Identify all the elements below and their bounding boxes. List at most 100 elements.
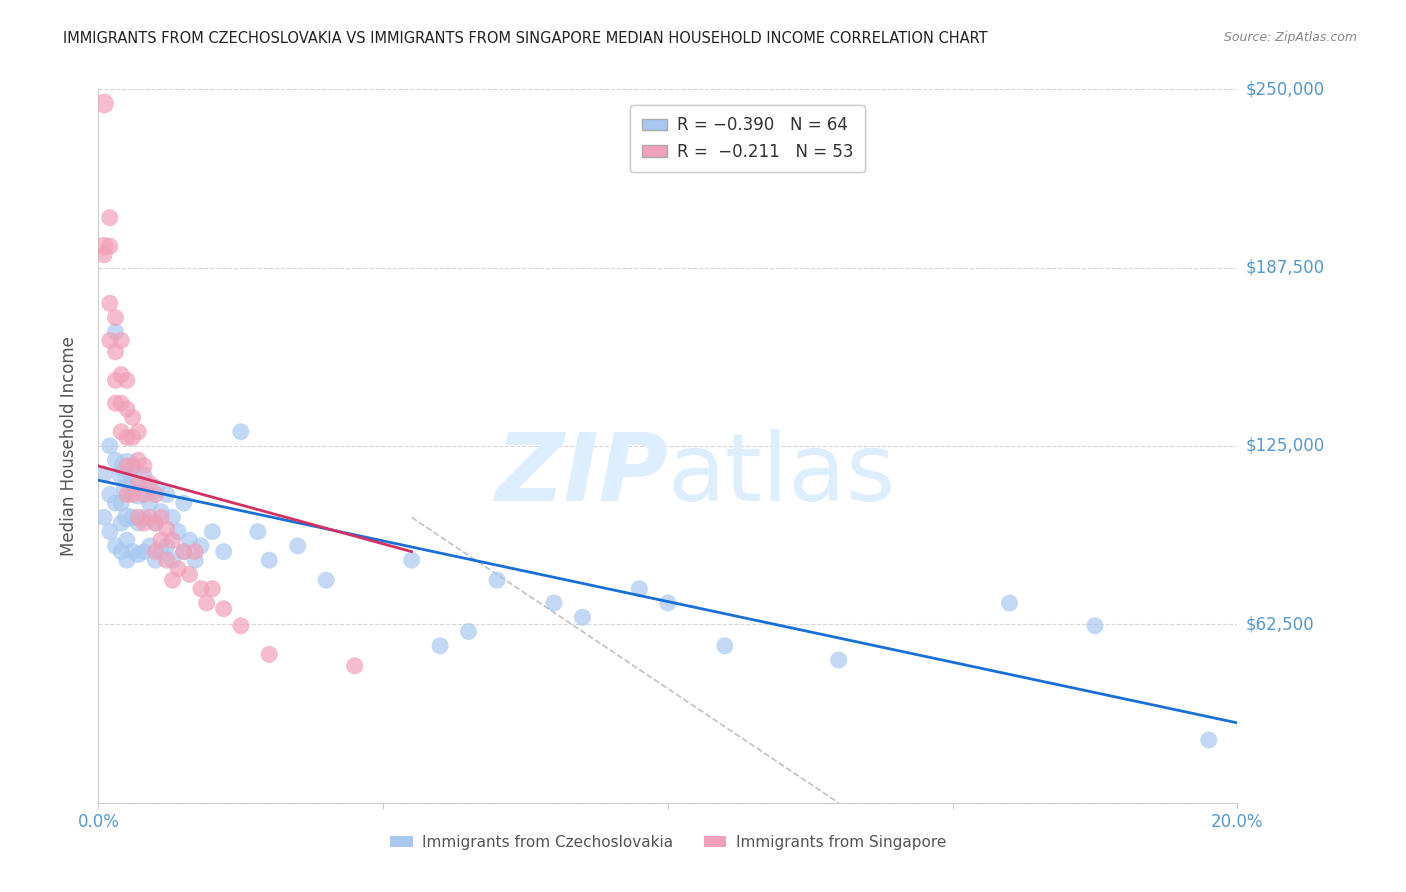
Point <box>162 553 184 567</box>
Point <box>150 533 173 548</box>
Point <box>104 325 127 339</box>
Point <box>127 487 149 501</box>
Point <box>98 487 121 501</box>
Point <box>93 248 115 262</box>
Point <box>156 487 179 501</box>
Point <box>173 544 195 558</box>
Point <box>115 482 138 496</box>
Point <box>115 458 138 473</box>
Point <box>657 596 679 610</box>
Y-axis label: Median Household Income: Median Household Income <box>59 336 77 556</box>
Point <box>98 524 121 539</box>
Point <box>110 368 132 382</box>
Point <box>104 373 127 387</box>
Point <box>229 619 252 633</box>
Point <box>150 510 173 524</box>
Point <box>145 482 167 496</box>
Point <box>121 476 143 491</box>
Point <box>132 544 155 558</box>
Point <box>998 596 1021 610</box>
Point <box>132 487 155 501</box>
Point <box>110 496 132 510</box>
Point <box>184 544 207 558</box>
Point <box>543 596 565 610</box>
Point <box>110 334 132 348</box>
Text: IMMIGRANTS FROM CZECHOSLOVAKIA VS IMMIGRANTS FROM SINGAPORE MEDIAN HOUSEHOLD INC: IMMIGRANTS FROM CZECHOSLOVAKIA VS IMMIGR… <box>63 31 988 46</box>
Point <box>98 296 121 310</box>
Point <box>110 467 132 482</box>
Point <box>1084 619 1107 633</box>
Point <box>132 458 155 473</box>
Point <box>93 239 115 253</box>
Point <box>201 582 224 596</box>
Point <box>167 524 190 539</box>
Point <box>628 582 651 596</box>
Point <box>127 548 149 562</box>
Point <box>104 396 127 410</box>
Point <box>162 533 184 548</box>
Point <box>190 539 212 553</box>
Point <box>212 544 235 558</box>
Point <box>315 573 337 587</box>
Point <box>1198 733 1220 747</box>
Point <box>138 476 160 491</box>
Point <box>115 373 138 387</box>
Point <box>98 334 121 348</box>
Point <box>127 510 149 524</box>
Point <box>179 567 201 582</box>
Point <box>115 510 138 524</box>
Point <box>93 467 115 482</box>
Text: $62,500: $62,500 <box>1246 615 1315 633</box>
Point <box>195 596 218 610</box>
Point <box>127 516 149 530</box>
Point <box>145 487 167 501</box>
Point <box>429 639 451 653</box>
Point <box>127 476 149 491</box>
Point <box>104 453 127 467</box>
Point <box>110 516 132 530</box>
Point <box>343 658 366 673</box>
Point <box>828 653 851 667</box>
Point <box>162 510 184 524</box>
Point <box>127 425 149 439</box>
Point <box>98 439 121 453</box>
Point <box>98 211 121 225</box>
Point <box>132 516 155 530</box>
Point <box>167 562 190 576</box>
Point <box>127 453 149 467</box>
Point <box>229 425 252 439</box>
Point <box>138 496 160 510</box>
Point <box>156 553 179 567</box>
Point <box>145 553 167 567</box>
Point <box>110 425 132 439</box>
Point <box>714 639 737 653</box>
Point <box>173 544 195 558</box>
Point <box>98 239 121 253</box>
Point <box>93 510 115 524</box>
Point <box>104 539 127 553</box>
Text: atlas: atlas <box>668 428 896 521</box>
Point <box>145 516 167 530</box>
Text: Source: ZipAtlas.com: Source: ZipAtlas.com <box>1223 31 1357 45</box>
Point <box>457 624 479 639</box>
Point <box>121 458 143 473</box>
Point <box>201 524 224 539</box>
Point <box>115 553 138 567</box>
Point <box>110 544 132 558</box>
Text: $187,500: $187,500 <box>1246 259 1324 277</box>
Point <box>184 553 207 567</box>
Point <box>259 553 281 567</box>
Point <box>132 467 155 482</box>
Point <box>104 310 127 325</box>
Point <box>121 510 143 524</box>
Point <box>121 410 143 425</box>
Point <box>121 487 143 501</box>
Point <box>150 544 173 558</box>
Point <box>486 573 509 587</box>
Text: $125,000: $125,000 <box>1246 437 1324 455</box>
Point <box>121 544 143 558</box>
Point <box>173 496 195 510</box>
Point <box>259 648 281 662</box>
Point <box>115 430 138 444</box>
Point <box>145 544 167 558</box>
